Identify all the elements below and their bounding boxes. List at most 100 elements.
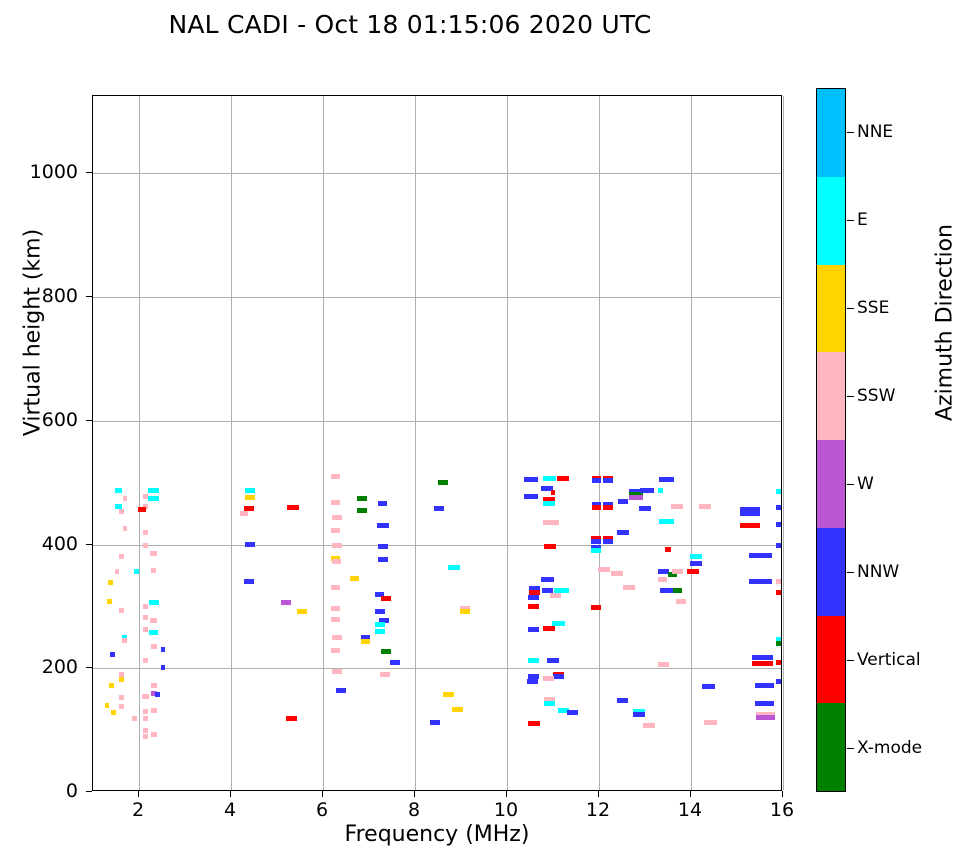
x-axis-tick [138,791,139,797]
colorbar-tick [847,220,854,221]
colorbar-segment-e[interactable] [817,176,845,265]
echo-mark [775,522,781,528]
echo-mark [110,652,115,658]
echo-mark [437,480,448,486]
colorbar-tick [847,660,854,661]
echo-mark [389,659,400,665]
echo-mark [524,493,538,499]
echo-mark [331,635,342,641]
echo-mark [775,637,781,643]
colorbar-label-w: W [857,474,874,494]
echo-mark [119,695,124,701]
y-axis-tick [86,419,92,421]
echo-mark [755,712,776,718]
echo-mark [597,567,610,573]
colorbar-segment-x-mode[interactable] [817,703,845,791]
echo-mark [380,595,391,601]
echo-mark [151,708,158,714]
echo-mark [689,560,702,566]
echo-mark [775,659,781,665]
echo-mark [658,519,674,525]
colorbar-segment-ssw[interactable] [817,352,845,440]
gridline-vertical [231,96,232,790]
azimuth-colorbar[interactable] [816,88,846,792]
echo-mark [331,616,341,622]
echo-mark [591,478,601,484]
echo-mark [754,683,775,689]
echo-mark [142,716,149,722]
echo-mark [672,588,682,594]
echo-mark [331,556,341,562]
echo-mark [142,503,149,509]
x-axis-tick [230,791,231,797]
echo-mark [703,719,717,725]
echo-mark [332,559,342,565]
gridline-horizontal [93,668,781,670]
x-axis-tick-label: 16 [769,799,795,821]
echo-mark [356,508,367,513]
echo-mark [591,548,602,554]
echo-mark [529,590,541,596]
gridline-vertical [691,96,692,790]
colorbar-segment-w[interactable] [817,440,845,528]
echo-mark [374,591,384,597]
echo-mark [150,683,158,689]
echo-mark [528,658,540,664]
echo-mark [553,674,565,680]
echo-mark [749,579,773,585]
echo-mark [628,491,643,497]
echo-mark [657,662,669,668]
echo-mark [149,629,159,635]
echo-mark [239,511,248,517]
x-axis-tick [690,791,691,797]
echo-mark [755,715,776,721]
colorbar-segment-nnw[interactable] [817,527,845,616]
echo-mark [544,543,557,549]
y-axis-tick-label: 200 [41,656,78,679]
echo-mark [133,569,139,575]
echo-mark [451,706,463,712]
echo-mark [331,473,341,479]
y-axis-tick-label: 400 [41,532,78,555]
echo-mark [115,488,122,494]
echo-mark [379,671,390,677]
echo-mark [115,503,122,509]
echo-mark [591,535,602,541]
echo-mark [336,688,347,694]
colorbar-label-sse: SSE [857,298,890,318]
echo-mark [540,486,553,492]
echo-mark [603,501,614,507]
echo-mark [528,627,540,633]
y-axis-tick-label: 800 [41,285,78,308]
colorbar-tick [847,132,854,133]
echo-mark [628,488,643,494]
scatter-data-layer [93,96,781,790]
echo-mark [375,608,385,614]
y-axis-tick-label: 0 [65,780,78,802]
echo-mark [360,638,370,644]
colorbar-label-vertical: Vertical [857,650,921,670]
x-axis-tick [782,791,783,797]
echo-mark [543,497,556,503]
echo-mark [147,487,160,493]
echo-mark [148,600,159,606]
colorbar-segment-vertical[interactable] [817,615,845,704]
echo-mark [740,506,760,512]
echo-mark [378,501,388,507]
gridline-vertical [139,96,140,790]
echo-mark [142,709,149,715]
echo-mark [377,556,388,562]
echo-mark [142,603,149,609]
echo-mark [119,554,124,560]
echo-mark [751,660,773,666]
echo-mark [557,707,569,713]
echo-mark [331,528,341,534]
echo-mark [616,529,629,535]
colorbar-segment-sse[interactable] [817,264,845,353]
echo-mark [775,504,781,510]
echo-mark [331,499,341,505]
echo-mark [349,576,359,582]
echo-mark [642,722,655,728]
echo-mark [603,504,614,510]
colorbar-segment-nne[interactable] [817,89,845,177]
